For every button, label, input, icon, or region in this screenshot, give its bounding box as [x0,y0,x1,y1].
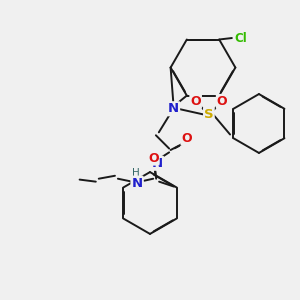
Text: S: S [204,108,214,121]
Text: N: N [131,177,142,190]
Text: O: O [148,152,158,165]
Text: O: O [217,95,227,108]
Text: N: N [152,157,163,170]
Text: O: O [190,95,201,108]
Text: Cl: Cl [234,32,247,44]
Text: H: H [149,151,157,161]
Text: H: H [132,168,140,178]
Text: O: O [182,132,192,145]
Text: N: N [168,102,179,115]
